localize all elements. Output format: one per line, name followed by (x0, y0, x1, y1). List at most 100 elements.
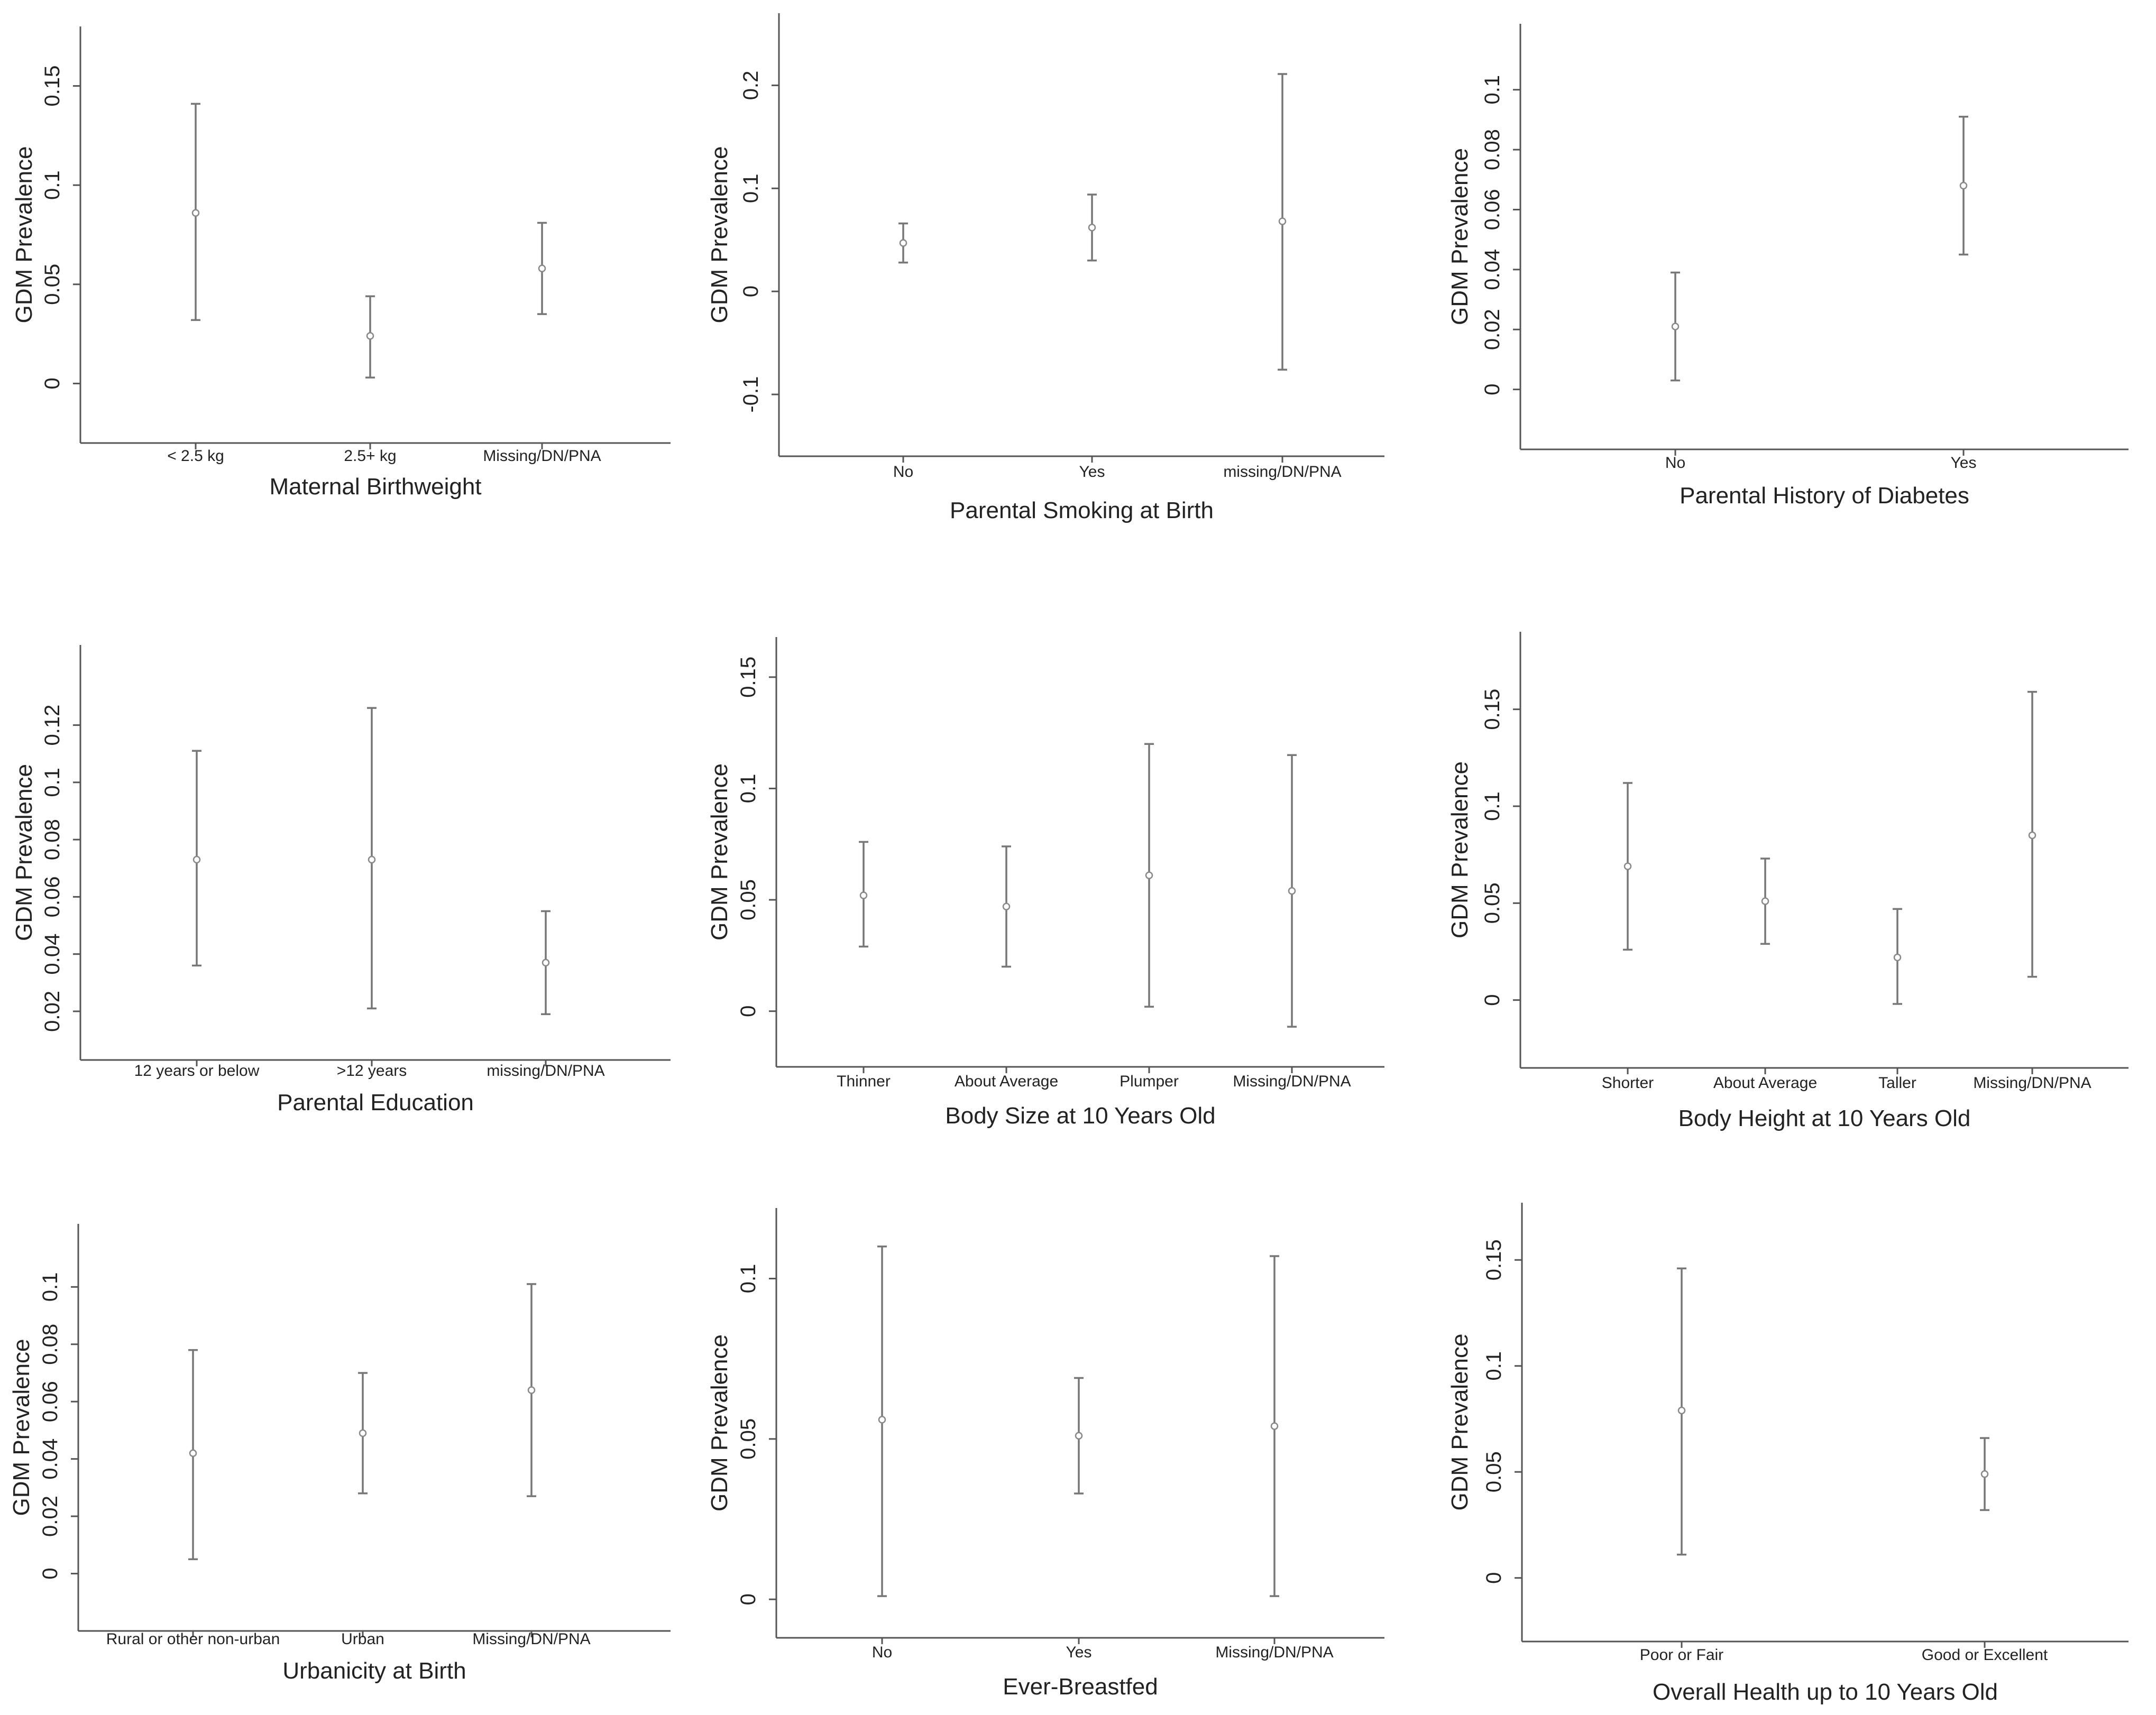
point-estimate (899, 239, 907, 247)
x-tick-label: About Average (955, 1073, 1058, 1090)
point-estimate (1288, 887, 1296, 895)
y-tick-label: 0.02 (41, 991, 64, 1032)
y-tick-label: 0.05 (737, 1418, 760, 1460)
point-estimate (1075, 1432, 1083, 1440)
y-tick-label: 0.05 (1481, 882, 1504, 924)
y-tick-label: 0 (1482, 1572, 1506, 1584)
x-tick-label: Taller (1878, 1074, 1916, 1092)
y-tick-label: 0.06 (39, 1381, 62, 1422)
panel-1: 0 0.05 0.1 0.15 < 2.5 kg 2.5+ kg Missing/DN/PN… (11, 26, 671, 500)
y-tick-label: 0.04 (1481, 249, 1504, 290)
y-tick-label: 0.02 (39, 1496, 62, 1537)
point-estimate (1088, 224, 1096, 232)
y-tick-label: 0.15 (1482, 1239, 1506, 1280)
y-axis-title: GDM Prevalence (707, 763, 732, 941)
y-tick-label: 0.15 (1481, 689, 1504, 730)
x-axis-title: Urbanicity at Birth (282, 1658, 466, 1684)
x-tick-label: Missing/DN/PNA (472, 1630, 590, 1648)
y-axis-title: GDM Prevalence (1447, 148, 1473, 325)
panel-6: 0 0.05 0.1 0.15 Shorter About Average Taller Mi… (1447, 632, 2129, 1131)
x-tick-label: No (872, 1644, 892, 1661)
x-tick-label: 12 years or below (134, 1062, 260, 1080)
x-tick-label: Rural or other non-urban (106, 1630, 280, 1648)
x-axis-title: Body Size at 10 Years Old (945, 1103, 1215, 1129)
y-tick-label: 0 (39, 1568, 62, 1579)
x-tick-label: < 2.5 kg (167, 447, 224, 465)
x-tick-label: Urban (341, 1630, 384, 1648)
point-estimate (878, 1416, 886, 1424)
y-axis-title: GDM Prevalence (707, 146, 732, 323)
point-estimate (1270, 1422, 1279, 1430)
x-tick-label: Thinner (837, 1073, 891, 1090)
y-tick-label: 0 (41, 377, 64, 389)
y-axis-title: GDM Prevalence (707, 1334, 732, 1511)
y-tick-label: 0.1 (737, 774, 760, 804)
point-estimate (191, 209, 200, 217)
y-tick-label: 0.08 (39, 1324, 62, 1365)
y-tick-label: 0.1 (41, 170, 64, 200)
point-estimate (1980, 1470, 1989, 1478)
y-tick-label: 0.1 (1482, 1351, 1506, 1381)
panel-4: 0.02 0.04 0.06 0.08 0.1 0.12 12 years or below… (11, 645, 671, 1115)
point-estimate (1959, 181, 1968, 190)
y-tick-label: 0.04 (39, 1439, 62, 1480)
y-tick-label: 0 (737, 1593, 760, 1605)
x-axis-title: Maternal Birthweight (269, 474, 481, 500)
point-estimate (1677, 1406, 1686, 1415)
point-estimate (1761, 897, 1769, 905)
y-axis-title: GDM Prevalence (8, 1339, 34, 1516)
x-tick-label: 2.5+ kg (344, 447, 396, 465)
point-estimate (192, 855, 201, 864)
x-tick-label: About Average (1713, 1074, 1817, 1092)
y-tick-label: 0 (737, 1006, 760, 1017)
y-axis-title: GDM Prevalence (1447, 1333, 1473, 1510)
y-tick-label: 0.1 (41, 768, 64, 797)
y-tick-label: 0.12 (41, 705, 64, 746)
y-tick-label: 0 (1481, 383, 1504, 395)
x-tick-label: Yes (1951, 454, 1977, 472)
y-tick-label: 0.2 (739, 71, 763, 100)
x-axis-title: Ever-Breastfed (1003, 1674, 1158, 1700)
x-tick-label: Poor or Fair (1640, 1646, 1723, 1664)
x-tick-label: Missing/DN/PNA (1233, 1073, 1351, 1090)
point-estimate (359, 1429, 367, 1437)
y-tick-label: 0.15 (41, 66, 64, 107)
x-tick-label: Missing/DN/PNA (483, 447, 601, 465)
y-tick-label: 0.1 (739, 173, 763, 203)
y-axis-title: GDM Prevalence (11, 764, 37, 941)
y-tick-label: 0.1 (1481, 791, 1504, 821)
panel-9: 0 0.05 0.1 0.15 Poor or Fair Good or Excellen… (1447, 1203, 2129, 1705)
y-tick-label: 0.06 (41, 876, 64, 917)
y-tick-label: 0.1 (737, 1264, 760, 1294)
panel-7: 0 0.02 0.04 0.06 0.08 0.1 Rural or other non-u… (8, 1224, 671, 1684)
x-tick-label: Yes (1079, 463, 1105, 481)
point-estimate (1002, 902, 1011, 910)
y-tick-label: 0.06 (1481, 189, 1504, 230)
point-estimate (542, 958, 550, 967)
x-axis-title: Body Height at 10 Years Old (1678, 1105, 1971, 1131)
point-estimate (859, 891, 868, 899)
x-tick-label: Yes (1066, 1644, 1092, 1661)
panel-3: 0 0.02 0.04 0.06 0.08 0.1 No Yes Parental Histor… (1447, 24, 2129, 509)
y-axis-title: GDM Prevalence (11, 146, 37, 323)
panel-8: 0 0.05 0.1 No Yes Missing/DN/PNA Ever-Breastfe… (707, 1208, 1384, 1700)
point-estimate (366, 332, 374, 340)
x-tick-label: No (893, 463, 913, 481)
y-tick-label: 0.15 (737, 657, 760, 698)
x-axis-title: Overall Health up to 10 Years Old (1653, 1679, 1998, 1705)
y-tick-label: 0.08 (1481, 129, 1504, 170)
point-estimate (1671, 322, 1680, 330)
x-axis-title: Parental History of Diabetes (1680, 483, 1969, 509)
y-tick-label: 0.05 (737, 879, 760, 920)
y-tick-label: 0.1 (1481, 75, 1504, 105)
panel-2: -0.1 0 0.1 0.2 No Yes missing/DN/PNA Parental S… (707, 13, 1384, 523)
x-axis-title: Parental Education (277, 1090, 474, 1115)
y-tick-label: 0 (1481, 994, 1504, 1006)
point-estimate (1278, 217, 1287, 225)
x-tick-label: Missing/DN/PNA (1215, 1644, 1333, 1661)
x-tick-label: Good or Excellent (1922, 1646, 2048, 1664)
x-tick-label: missing/DN/PNA (1223, 463, 1341, 481)
y-tick-label: 0.02 (1481, 309, 1504, 350)
x-tick-label: Plumper (1120, 1073, 1179, 1090)
